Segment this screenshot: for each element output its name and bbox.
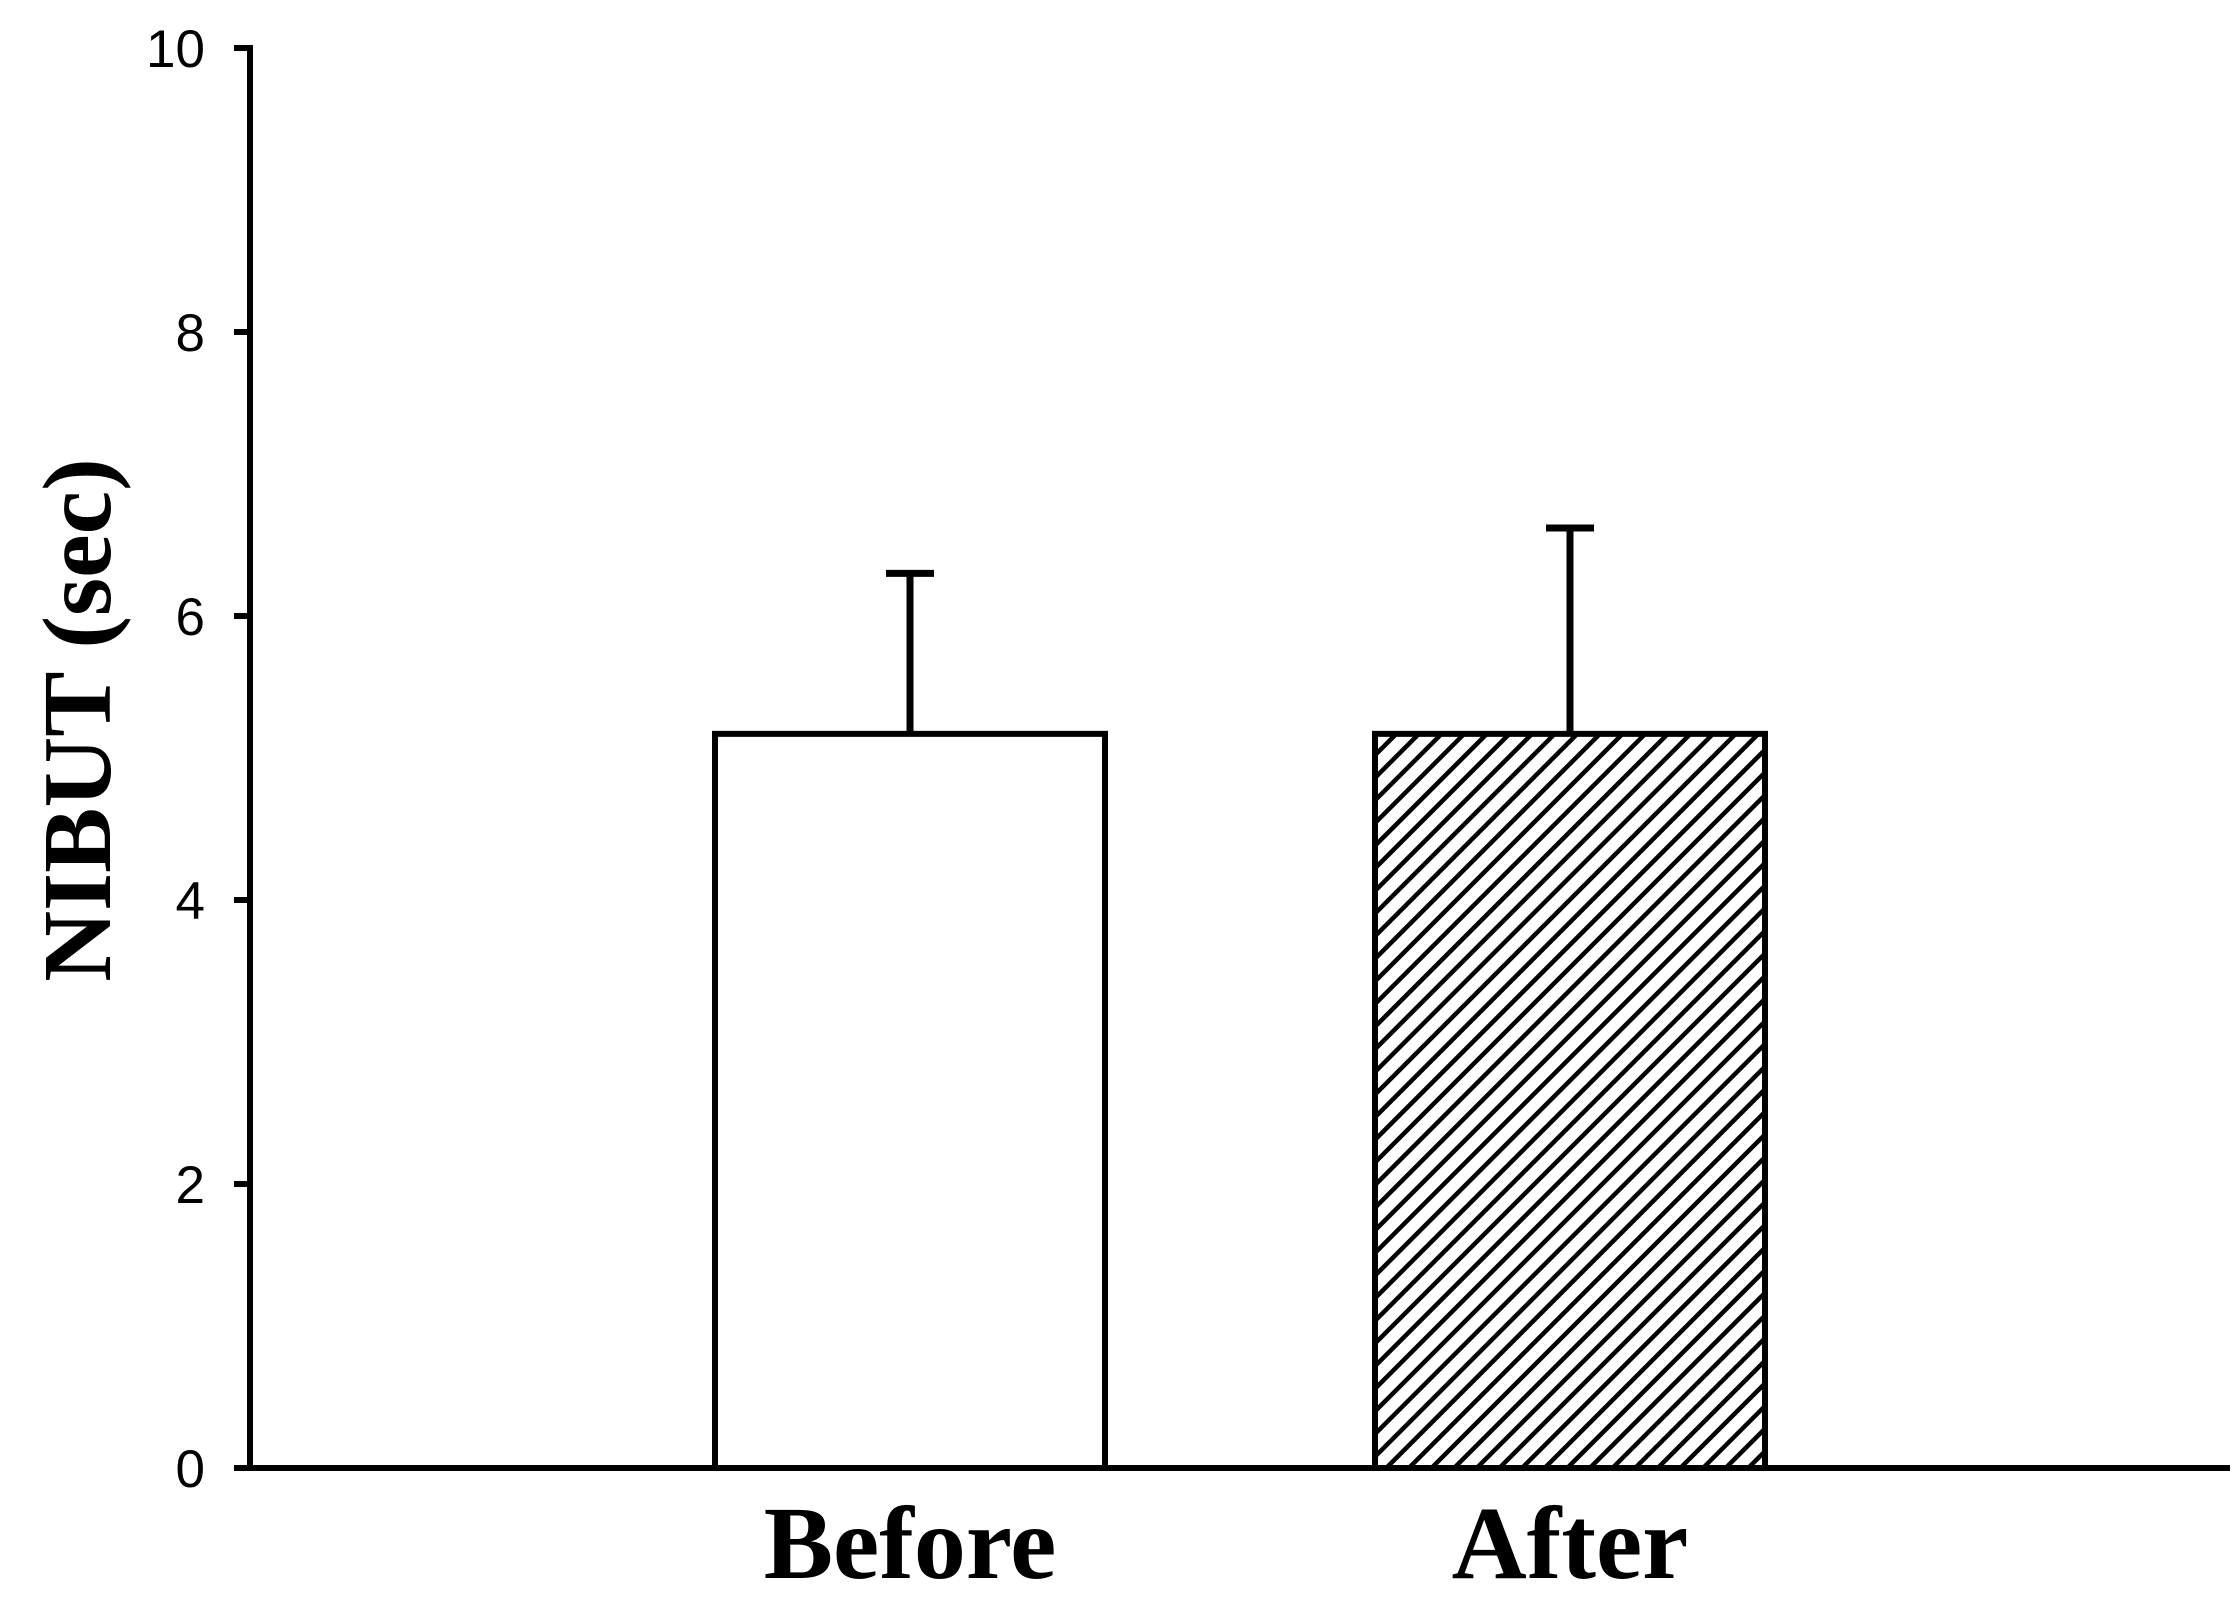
x-tick-label-after: After: [1452, 1486, 1689, 1601]
y-tick-label-2: 2: [176, 1156, 205, 1215]
y-tick-label-6: 6: [176, 588, 205, 647]
y-tick-label-8: 8: [176, 304, 205, 363]
bar-before: [712, 730, 1108, 1471]
y-axis-title: NIBUT (sec): [24, 458, 132, 982]
y-tick-label-0: 0: [176, 1440, 205, 1499]
y-tick-label-4: 4: [176, 872, 205, 931]
x-tick-label-before: Before: [764, 1486, 1057, 1601]
bar-after: [1372, 730, 1768, 1471]
y-tick-label-10: 10: [146, 20, 205, 79]
